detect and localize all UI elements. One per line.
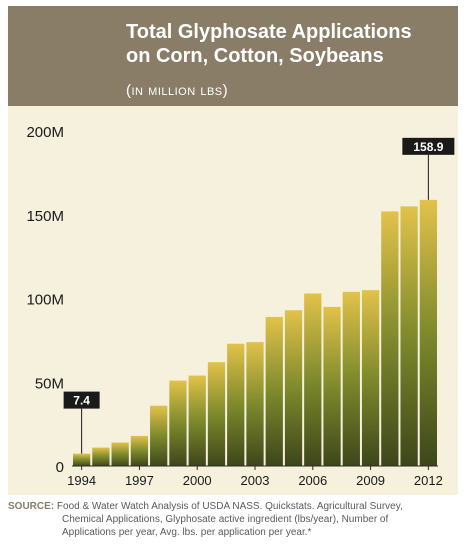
x-tick-label: 2006	[298, 473, 327, 488]
bar-chart: 0 50M 100M 150M 200M 1994 1997 2000 2003 2006 200…	[26, 124, 455, 488]
y-tick-label: 0	[56, 459, 64, 476]
source-line-3: Applications per year, Avg. lbs. per app…	[62, 527, 312, 538]
chart-title: Total Glyphosate Applications on Corn, C…	[126, 20, 456, 68]
y-tick-label: 100M	[26, 292, 64, 309]
bar-2006	[304, 293, 322, 466]
bar-1998	[150, 405, 168, 466]
bar-2005	[284, 310, 303, 466]
source-text-1: Food & Water Watch Analysis of USDA NASS…	[56, 501, 403, 512]
bar-2000	[188, 375, 206, 466]
chart-subtitle: (in million lbs)	[126, 82, 229, 99]
bar-2003	[246, 342, 264, 466]
bars	[73, 199, 437, 466]
bar-2007	[323, 306, 341, 466]
bar-2008	[342, 291, 360, 466]
source-label: SOURCE:	[8, 501, 55, 512]
x-tick-label: 2012	[414, 473, 443, 488]
x-tick-label: 1994	[67, 473, 96, 488]
x-tick-label: 2000	[183, 473, 212, 488]
y-tick-label: 50M	[35, 375, 64, 392]
y-axis: 0 50M 100M 150M 200M	[26, 124, 64, 476]
bar-1999	[169, 380, 187, 466]
source-line-2: Chemical Applications, Glyphosate active…	[62, 514, 389, 525]
bar-1996	[111, 442, 129, 466]
data-label: 7.4	[73, 394, 90, 408]
bar-2011	[400, 206, 418, 466]
x-axis: 1994 1997 2000 2003 2006 2009 2012	[67, 465, 443, 488]
source-line-1: SOURCE: Food & Water Watch Analysis of U…	[8, 500, 458, 513]
callout-box	[402, 137, 455, 155]
x-tick-label: 1997	[125, 473, 154, 488]
data-label: 158.9	[413, 140, 443, 154]
chart-panel: 0 50M 100M 150M 200M 1994 1997 2000 2003 2006 200…	[8, 106, 458, 495]
x-tick-label: 2009	[356, 473, 385, 488]
callout-box	[63, 391, 100, 409]
bar-1995	[92, 447, 110, 466]
bar-1997	[130, 435, 149, 466]
chart-title-line-1: Total Glyphosate Applications	[126, 21, 412, 43]
bar-2004	[265, 316, 283, 466]
bar-1994	[73, 453, 91, 466]
bar-2009	[361, 290, 380, 466]
x-tick-label: 2003	[241, 473, 270, 488]
chart-header: Total Glyphosate Applications on Corn, C…	[8, 6, 458, 106]
chart-title-line-2: on Corn, Cotton, Soybeans	[126, 45, 384, 67]
source-note: SOURCE: Food & Water Watch Analysis of U…	[8, 500, 458, 539]
y-tick-label: 150M	[26, 208, 64, 225]
y-tick-label: 200M	[26, 124, 64, 141]
bar-2012	[419, 199, 437, 466]
bar-2001	[207, 362, 226, 466]
bar-2010	[381, 211, 399, 466]
bar-2002	[227, 343, 245, 466]
callouts: 7.4 158.9	[63, 137, 455, 454]
